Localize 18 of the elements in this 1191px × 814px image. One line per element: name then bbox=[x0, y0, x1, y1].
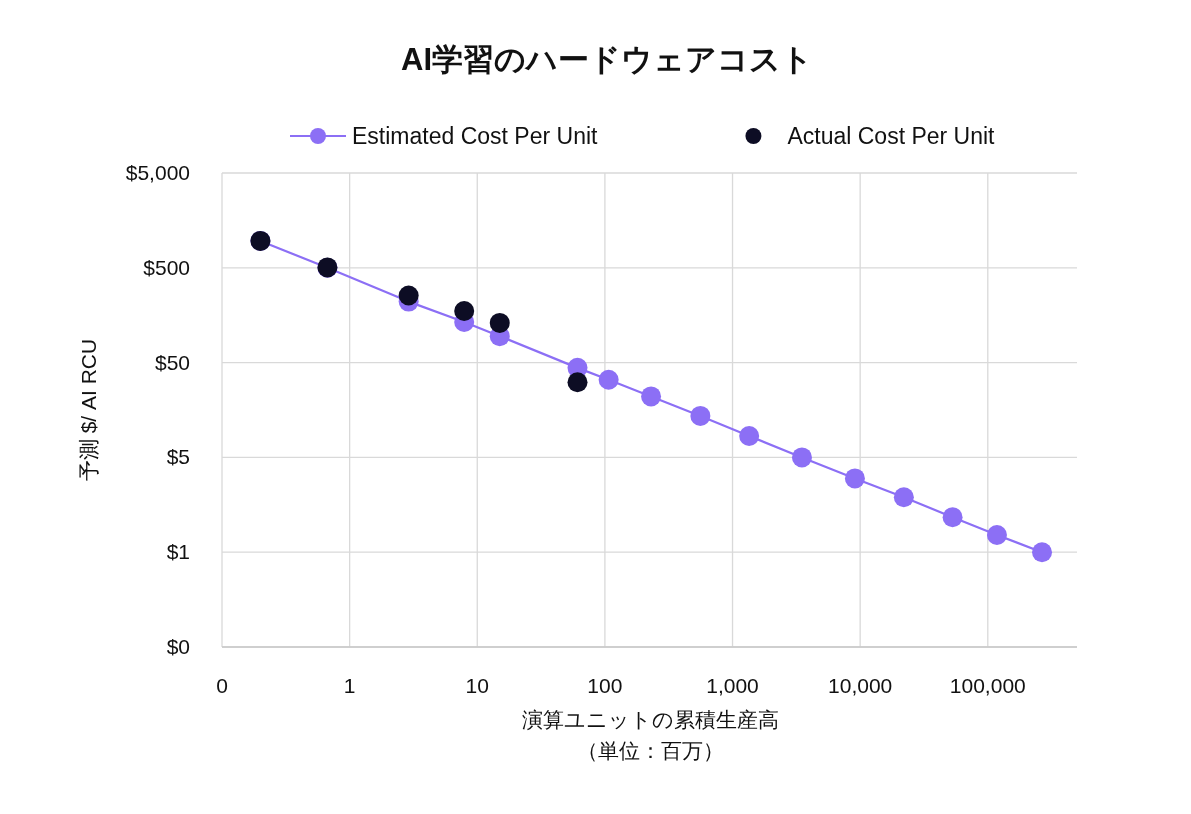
x-tick-label: 10,000 bbox=[828, 674, 893, 697]
y-axis-title: 予測 $/ AI RCU bbox=[77, 338, 100, 482]
y-tick-label: $5,000 bbox=[125, 161, 190, 184]
legend-label: Actual Cost Per Unit bbox=[787, 123, 996, 149]
x-tick-label: 1,000 bbox=[706, 674, 759, 697]
y-tick-label: $0 bbox=[166, 635, 190, 658]
x-tick-label: 10 bbox=[465, 674, 489, 697]
y-tick-label: $500 bbox=[143, 255, 190, 279]
x-axis-title: 演算ユニットの累積生産高（単位：百万） bbox=[521, 708, 779, 762]
x-tick-label: 1 bbox=[343, 674, 356, 697]
y-tick-label: $1 bbox=[166, 540, 190, 564]
x-tick-label: 100,000 bbox=[949, 674, 1026, 697]
legend-label: Estimated Cost Per Unit bbox=[352, 123, 599, 149]
chart-title: AI学習のハードウェアコスト bbox=[401, 42, 813, 77]
y-tick-label: $5 bbox=[166, 445, 190, 469]
x-tick-label: 0 bbox=[216, 674, 228, 697]
x-tick-label: 100 bbox=[587, 674, 623, 697]
y-tick-label: $50 bbox=[154, 350, 190, 374]
